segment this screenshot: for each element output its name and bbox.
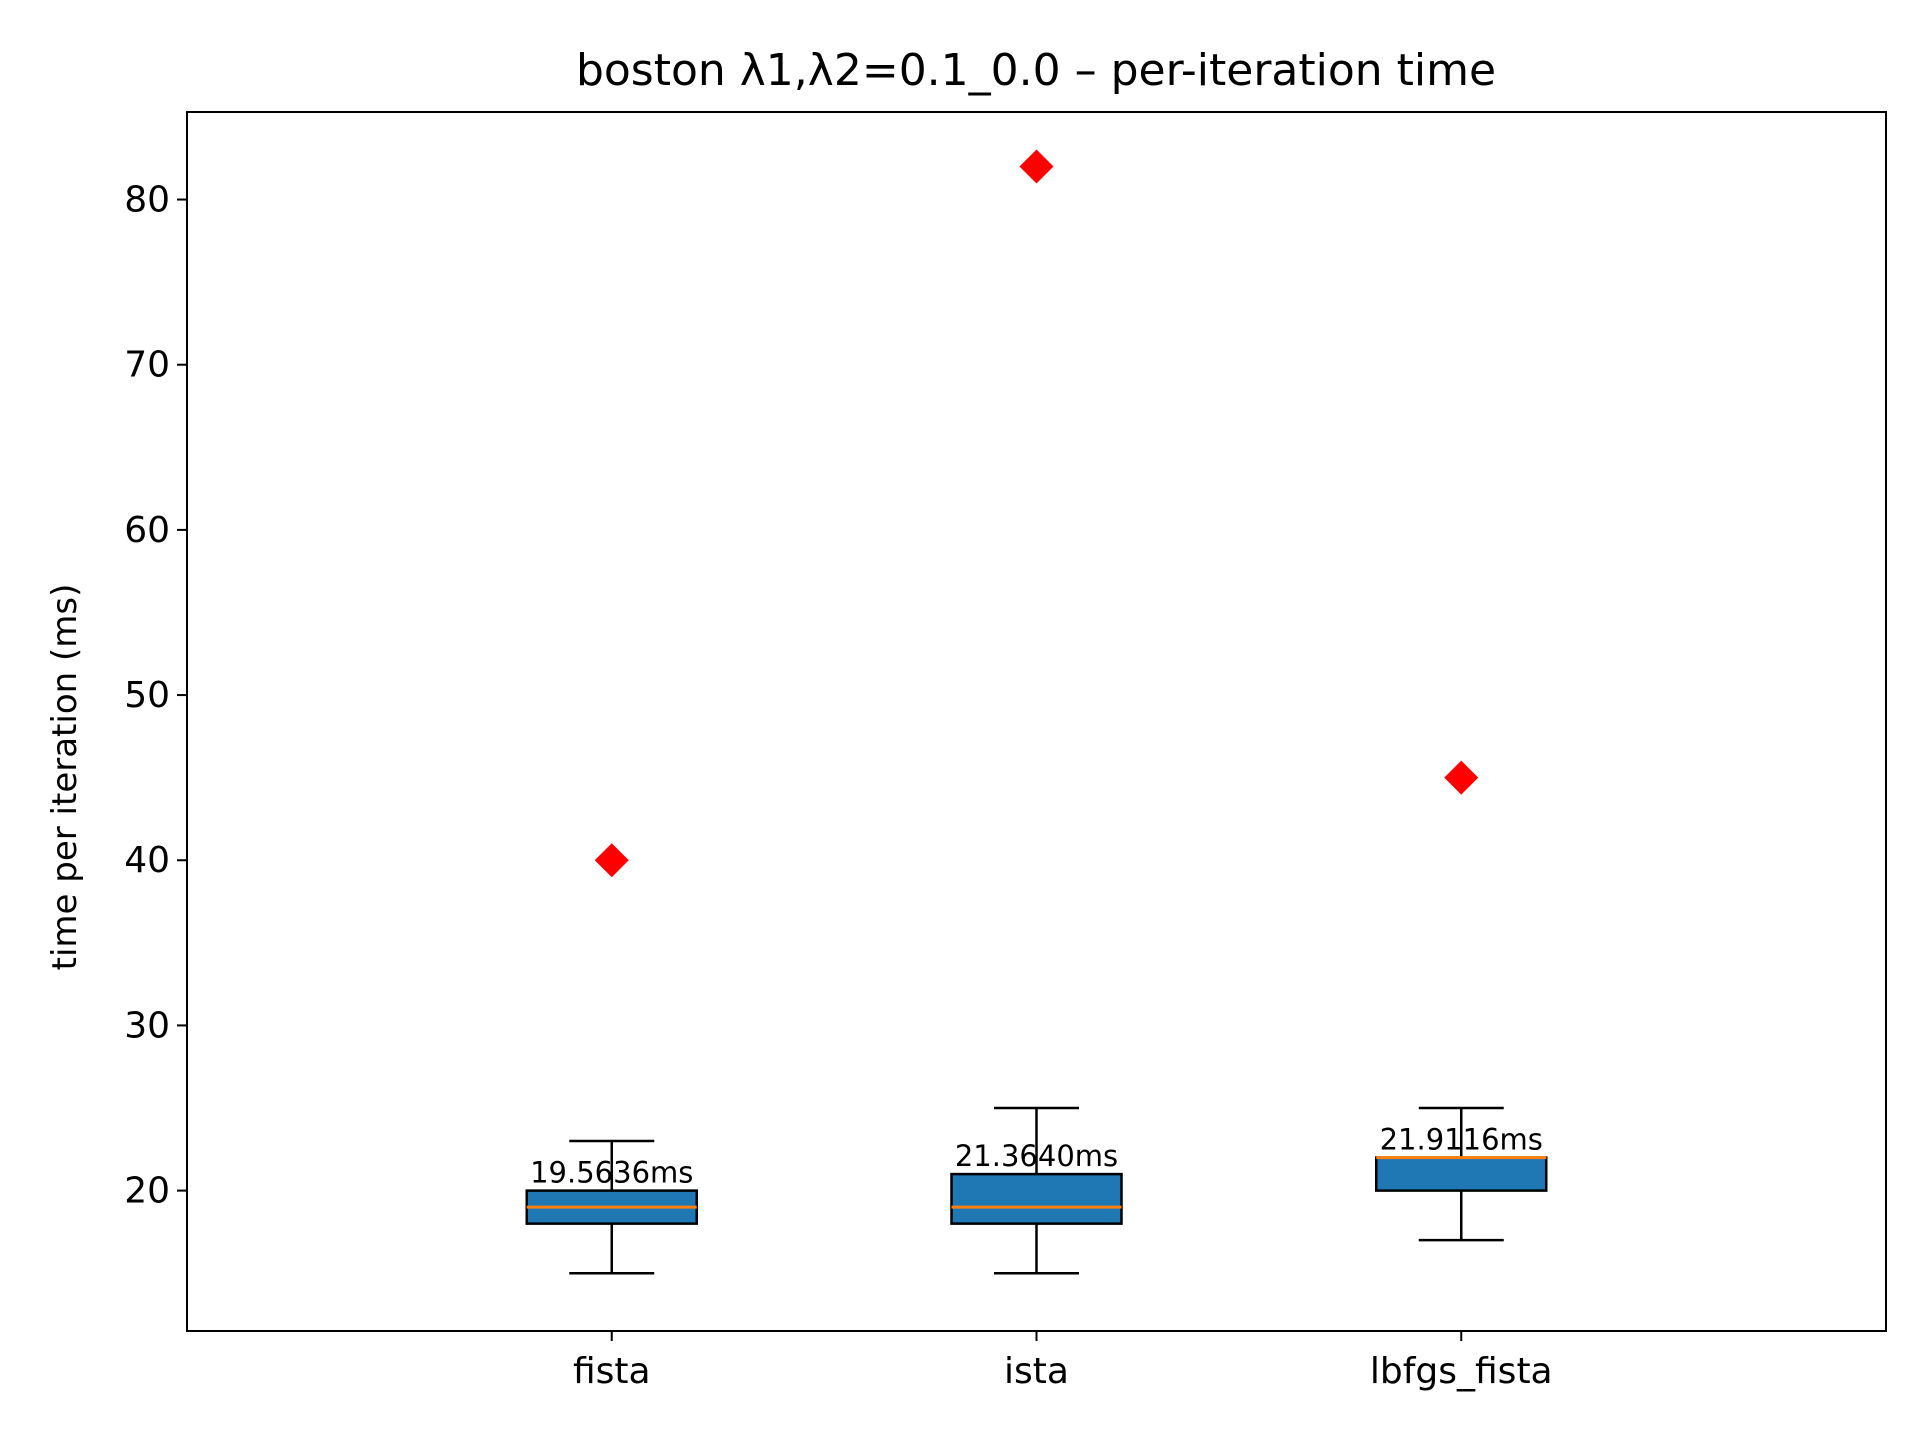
box <box>1375 1156 1548 1192</box>
y-tick-label: 40 <box>124 840 170 881</box>
x-tick-label: fista <box>573 1351 651 1392</box>
x-tick-label: lbfgs_fista <box>1370 1351 1553 1392</box>
outlier-point <box>1444 760 1479 795</box>
y-tick-label: 50 <box>124 675 170 716</box>
chart-title: boston λ1,λ2=0.1_0.0 – per-iteration tim… <box>576 45 1496 96</box>
mean-label: 19.5636ms <box>530 1156 693 1190</box>
x-tick-label: ista <box>1004 1351 1069 1392</box>
y-tick-label: 70 <box>124 345 170 386</box>
axes-layer: 20 30 40 50 60 70 80 fista ista lbfgs_fista <box>124 180 1552 1392</box>
boxes-layer: 19.5636ms 21.3640ms 21.9116ms <box>525 149 1548 1275</box>
box-group-lbfgs_fista: 21.9116ms <box>1375 760 1548 1242</box>
box <box>950 1172 1123 1225</box>
y-tick-label: 30 <box>124 1005 170 1046</box>
mean-label: 21.9116ms <box>1380 1123 1543 1157</box>
y-axis-label: time per iteration (ms) <box>45 584 85 971</box>
y-tick-label: 20 <box>124 1171 170 1212</box>
plot-frame <box>186 111 1887 1332</box>
box-group-fista: 19.5636ms <box>525 843 698 1275</box>
mean-label: 21.3640ms <box>955 1139 1118 1173</box>
outlier-point <box>594 843 629 878</box>
outlier-point <box>1019 149 1054 184</box>
y-tick-label: 60 <box>124 510 170 551</box>
box-group-ista: 21.3640ms <box>950 149 1123 1275</box>
y-tick-label: 80 <box>124 180 170 221</box>
